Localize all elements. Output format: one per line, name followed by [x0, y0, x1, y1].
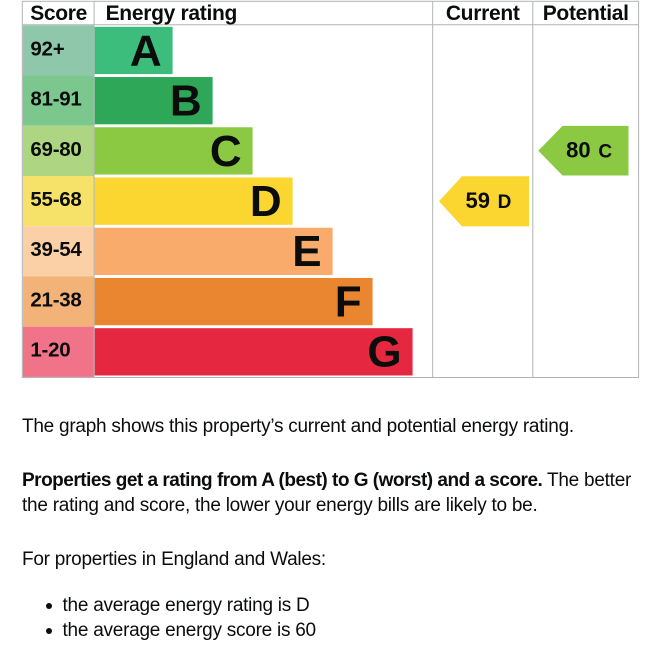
svg-text:92+: 92+ — [30, 37, 64, 60]
svg-text:Energy rating: Energy rating — [106, 2, 237, 25]
svg-text:Current: Current — [446, 2, 520, 25]
svg-text:Potential: Potential — [543, 2, 629, 25]
svg-text:59: 59 — [466, 188, 490, 213]
svg-text:C: C — [210, 127, 242, 176]
svg-text:69-80: 69-80 — [30, 138, 81, 161]
svg-text:21-38: 21-38 — [30, 289, 81, 312]
svg-text:C: C — [598, 141, 612, 162]
svg-text:81-91: 81-91 — [30, 88, 81, 111]
svg-text:80: 80 — [566, 137, 590, 162]
svg-text:F: F — [335, 278, 362, 327]
svg-text:55-68: 55-68 — [30, 188, 81, 211]
svg-text:G: G — [367, 328, 401, 377]
svg-text:Score: Score — [30, 2, 87, 25]
svg-text:D: D — [498, 192, 512, 213]
svg-text:B: B — [170, 77, 202, 126]
svg-text:A: A — [130, 26, 162, 75]
svg-text:39-54: 39-54 — [30, 238, 82, 261]
svg-text:E: E — [292, 227, 321, 276]
svg-text:D: D — [250, 177, 282, 226]
svg-text:1-20: 1-20 — [30, 339, 70, 362]
